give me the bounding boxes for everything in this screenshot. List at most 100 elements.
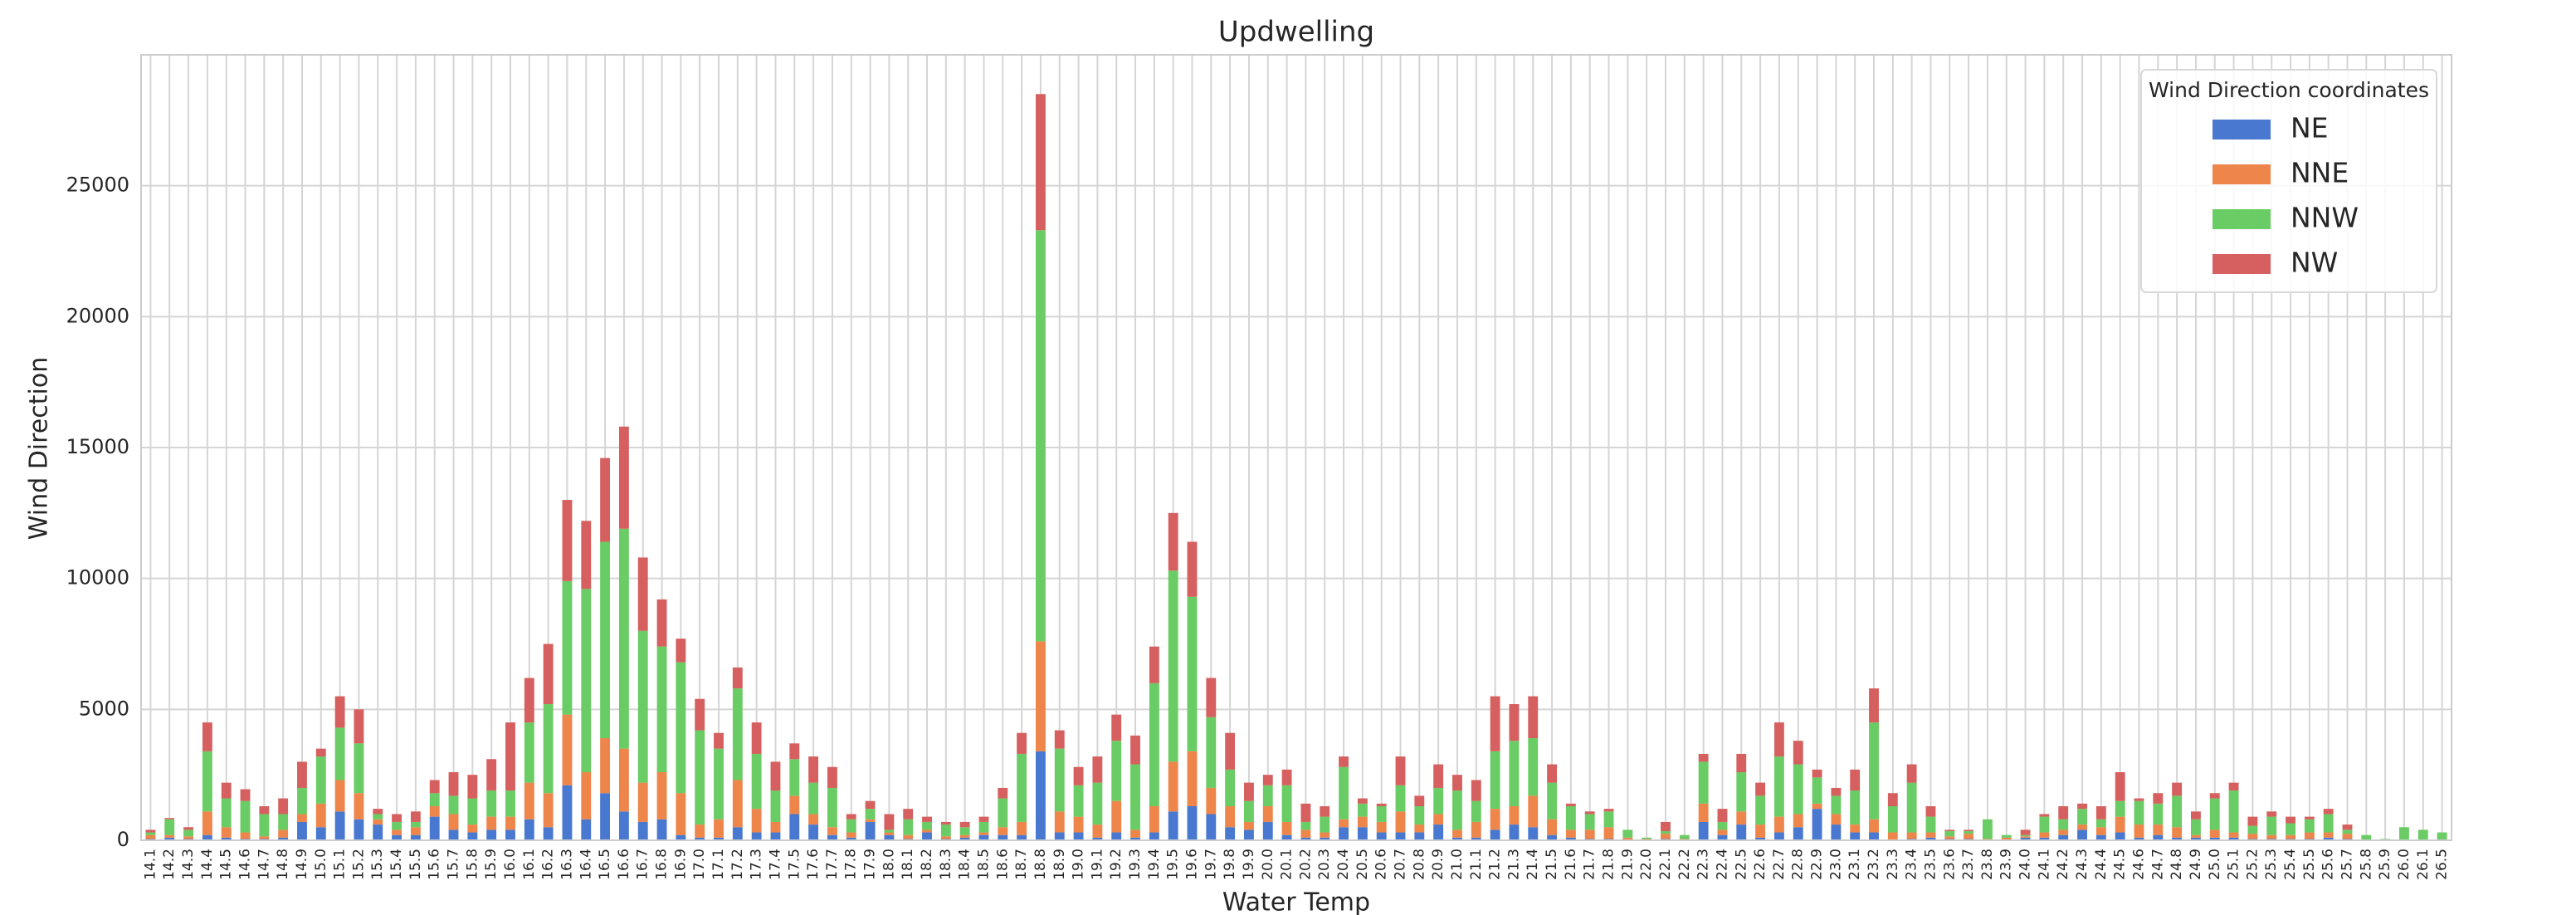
- bar-segment: [1887, 793, 1898, 807]
- bar-segment: [676, 639, 686, 663]
- bar-segment: [1111, 714, 1122, 741]
- x-tick-label: 16.5: [597, 849, 613, 880]
- bar-segment: [2115, 832, 2125, 840]
- x-tick-label: 20.2: [1297, 849, 1314, 880]
- bar-segment: [1717, 809, 1728, 822]
- x-tick-label: 19.8: [1222, 849, 1238, 880]
- bar-segment: [1869, 688, 1879, 723]
- bar-segment: [1698, 761, 1709, 804]
- bar-segment: [2095, 819, 2106, 828]
- bar-segment: [1357, 798, 1368, 804]
- bar-segment: [1168, 811, 1178, 840]
- bar-segment: [1300, 829, 1311, 838]
- bar-segment: [1584, 814, 1595, 830]
- bar-segment: [1054, 811, 1065, 833]
- x-tick-label: 25.2: [2244, 849, 2261, 880]
- x-tick-label: 14.1: [142, 849, 159, 880]
- bar-segment: [1111, 832, 1122, 840]
- bar-segment: [1565, 829, 1576, 838]
- x-tick-label: 19.0: [1071, 849, 1087, 880]
- bar-segment: [1736, 772, 1747, 812]
- bar-segment: [486, 829, 497, 840]
- bar-segment: [524, 819, 534, 840]
- bar-segment: [2399, 827, 2409, 840]
- x-tick-label: 15.1: [332, 849, 349, 880]
- bar-segment: [1773, 722, 1784, 757]
- bar-segment: [1320, 832, 1330, 838]
- bar-segment: [2134, 800, 2144, 825]
- bar-segment: [1036, 94, 1046, 231]
- bar-segment: [998, 834, 1008, 840]
- legend-label: NNE: [2291, 157, 2349, 189]
- bar-segment: [2191, 811, 2201, 820]
- x-tick-label: 16.1: [521, 849, 538, 880]
- bar-segment: [2228, 790, 2239, 833]
- bar-segment: [1925, 816, 1936, 833]
- x-tick-label: 20.6: [1373, 849, 1390, 880]
- x-tick-label: 14.5: [218, 849, 235, 880]
- bar-segment: [1244, 782, 1254, 801]
- x-tick-label: 19.4: [1146, 849, 1163, 880]
- x-tick-label: 16.7: [635, 849, 651, 880]
- bar-segment: [1528, 696, 1539, 739]
- bar-segment: [1547, 782, 1557, 820]
- x-tick-label: 22.5: [1733, 849, 1749, 880]
- bar-segment: [940, 824, 951, 837]
- x-tick-label: 19.3: [1127, 849, 1144, 880]
- bar-segment: [1395, 785, 1406, 812]
- bar-segment: [656, 772, 667, 820]
- bar-segment: [808, 814, 819, 825]
- bar-segment: [2077, 809, 2087, 825]
- x-tick-label: 24.4: [2093, 849, 2110, 880]
- bar-segment: [2039, 816, 2050, 833]
- bar-segment: [1471, 780, 1481, 801]
- x-tick-label: 19.5: [1165, 849, 1182, 880]
- bar-segment: [392, 829, 402, 835]
- bar-segment: [1642, 837, 1652, 839]
- bar-segment: [1793, 764, 1803, 815]
- bar-segment: [2095, 806, 2106, 820]
- bar-segment: [959, 827, 970, 835]
- bar-segment: [1831, 814, 1842, 825]
- bar-segment: [1565, 806, 1576, 830]
- legend-label: NNW: [2291, 202, 2359, 234]
- bar-segment: [373, 819, 383, 825]
- bar-segment: [808, 756, 819, 783]
- bar-segment: [922, 832, 932, 840]
- bar-segment: [1281, 769, 1292, 785]
- bar-segment: [543, 793, 554, 828]
- bar-segment: [808, 782, 819, 815]
- bar-segment: [1244, 829, 1254, 840]
- x-tick-label: 18.1: [900, 849, 916, 880]
- bar-segment: [676, 662, 686, 794]
- bar-segment: [959, 821, 970, 828]
- bar-segment: [392, 821, 402, 830]
- bar-segment: [1017, 753, 1027, 822]
- bar-segment: [1490, 809, 1500, 830]
- bar-segment: [562, 785, 573, 840]
- bar-segment: [656, 599, 667, 647]
- bar-segment: [1376, 806, 1387, 822]
- bar-segment: [865, 821, 876, 840]
- bar-segment: [202, 722, 212, 751]
- bar-segment: [1736, 753, 1747, 773]
- bar-segment: [1339, 756, 1349, 767]
- x-tick-label: 15.2: [350, 849, 367, 880]
- bar-segment: [770, 832, 781, 840]
- x-tick-label: 15.4: [388, 849, 405, 880]
- bar-segment: [827, 766, 837, 788]
- x-tick-label: 16.3: [559, 849, 575, 880]
- bar-segment: [164, 837, 175, 840]
- bar-segment: [2323, 809, 2334, 815]
- bar-segment: [1661, 834, 1671, 839]
- bar-segment: [543, 704, 554, 794]
- bar-segment: [1036, 641, 1046, 751]
- bar-segment: [2134, 837, 2144, 840]
- bar-segment: [1054, 748, 1065, 812]
- bar-segment: [865, 800, 876, 810]
- bar-segment: [2115, 800, 2125, 817]
- x-tick-label: 24.0: [2017, 849, 2034, 880]
- bar-segment: [505, 816, 515, 830]
- bar-segment: [903, 809, 914, 820]
- bar-segment: [2191, 837, 2201, 840]
